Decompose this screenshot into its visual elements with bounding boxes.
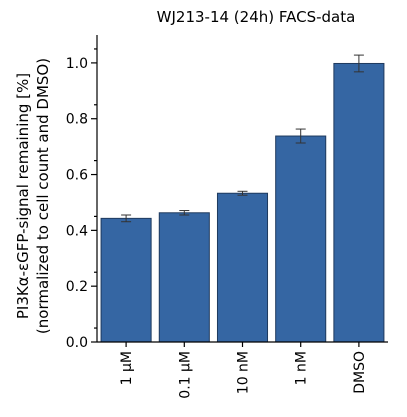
y-axis-label-line2: (normalized to cell count and DMSO) bbox=[34, 58, 52, 334]
bar bbox=[158, 212, 210, 343]
y-tick-label: 1.0 bbox=[66, 56, 88, 72]
x-tick-label: 10 nM bbox=[236, 351, 252, 394]
y-tick-label: 0.0 bbox=[66, 335, 88, 351]
plot-area: 0.0 0.2 0.4 0.6 0.8 1.0 1 µM 0.1 µM 10 nM 1 nM DMS… bbox=[66, 48, 385, 399]
bar bbox=[333, 62, 385, 343]
x-tick-label: DMSO bbox=[352, 351, 368, 394]
y-tick-label: 0.6 bbox=[66, 168, 88, 184]
x-tick-label: 1 nM bbox=[294, 351, 310, 385]
bar bbox=[275, 135, 327, 343]
x-tick-label: 0.1 µM bbox=[177, 351, 193, 399]
y-axis-label-line1: PI3Kα-εGFP-signal remaining [%] bbox=[14, 73, 32, 319]
bar bbox=[100, 217, 152, 343]
x-tick-label: 1 µM bbox=[119, 351, 135, 385]
bar bbox=[216, 192, 269, 343]
y-tick-label: 0.2 bbox=[66, 279, 88, 295]
y-tick-label: 0.8 bbox=[66, 112, 88, 128]
y-axis-label: PI3Kα-εGFP-signal remaining [%] (normali… bbox=[14, 58, 52, 334]
chart-title: WJ213-14 (24h) FACS-data bbox=[157, 8, 356, 26]
y-tick-label: 0.4 bbox=[66, 223, 88, 239]
